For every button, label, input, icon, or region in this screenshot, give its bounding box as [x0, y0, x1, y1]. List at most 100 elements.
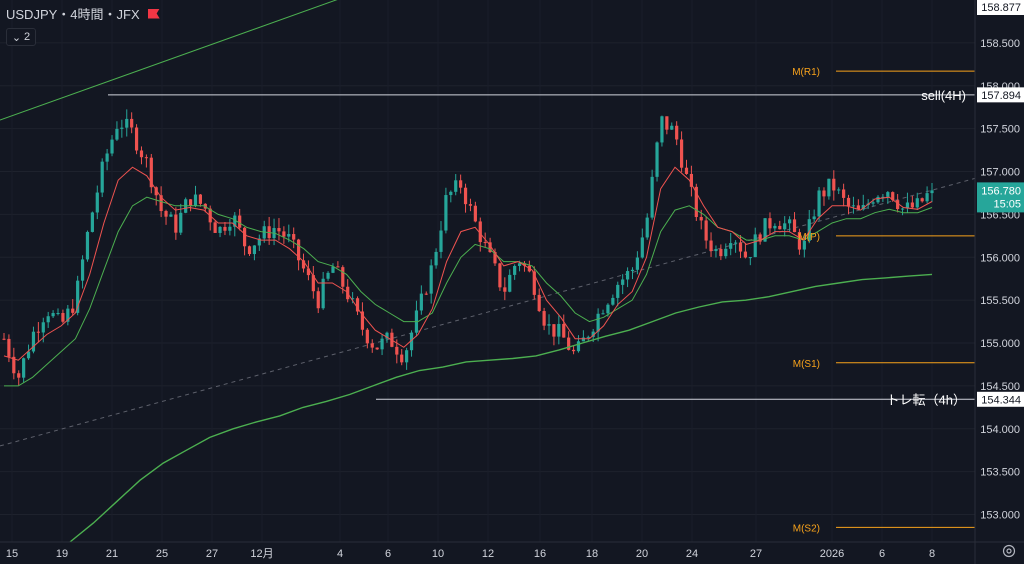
candle-body: [454, 180, 458, 192]
candle-body: [478, 221, 482, 243]
candle-body: [287, 234, 291, 237]
red-flag-icon[interactable]: [147, 8, 160, 19]
top-price-badge: [977, 0, 1024, 15]
candle-body: [188, 199, 193, 206]
candle-body: [807, 219, 811, 241]
candle-body: [876, 196, 880, 203]
candle-body: [198, 194, 203, 204]
x-tick-label: 25: [156, 548, 168, 560]
horizontal-levels: sell(4H) トレ転（4h）: [108, 88, 975, 407]
candle-body: [449, 191, 453, 196]
candle-body: [233, 215, 237, 227]
x-tick-label: 8: [929, 548, 935, 560]
level-price-label: 154.344: [981, 394, 1021, 406]
x-tick-label: 19: [56, 548, 68, 560]
symbol-title[interactable]: USDJPY・4時間・JFX: [6, 7, 140, 22]
candle-body: [738, 242, 743, 252]
candle-body: [2, 338, 6, 340]
candle-body: [601, 313, 605, 315]
candle-body: [616, 284, 620, 298]
candle-body: [665, 116, 669, 130]
candle-body: [827, 178, 831, 197]
candle-body: [110, 139, 114, 154]
candle-body: [581, 337, 585, 342]
candle-body: [709, 240, 713, 252]
candle-body: [31, 331, 36, 352]
candle-body: [517, 263, 522, 266]
settings-gear-icon[interactable]: [1002, 544, 1016, 558]
candle-body: [242, 227, 247, 247]
candle-body: [748, 257, 752, 259]
candle-body: [247, 246, 252, 255]
candle-body: [238, 215, 242, 228]
candle-body: [395, 346, 399, 355]
candle-body: [12, 356, 16, 374]
candle-body: [125, 118, 129, 128]
candle-body: [596, 313, 600, 332]
indicator-toggle-button[interactable]: ⌄ 2: [6, 28, 36, 46]
candle-body: [522, 263, 527, 266]
dashed-trendline-path: [0, 177, 976, 447]
candle-body: [562, 323, 566, 338]
pivot-lines: M(R1) M(P) M(S1) M(S2): [792, 67, 975, 534]
candle-body: [513, 265, 517, 275]
candle-body: [385, 332, 389, 339]
candle-body: [640, 237, 644, 258]
candle-body: [434, 251, 438, 266]
candle-body: [743, 251, 748, 258]
y-tick-label: 154.500: [980, 381, 1020, 393]
candle-body: [311, 275, 315, 292]
pivot-label: M(S1): [793, 359, 820, 370]
candle-body: [881, 196, 885, 198]
ema-fast-line: [3, 166, 933, 361]
pivot-label: M(R1): [792, 67, 820, 78]
candle-body: [66, 308, 70, 322]
x-tick-label: 10: [432, 548, 444, 560]
candle-body: [424, 293, 428, 295]
x-tick-label: 15: [6, 548, 18, 560]
candle-body: [547, 324, 551, 326]
candle-body: [228, 226, 232, 231]
y-tick-label: 154.000: [980, 424, 1020, 436]
candle-body: [797, 232, 802, 250]
candle-body: [655, 142, 659, 177]
candle-body: [802, 240, 806, 250]
candle-body: [842, 189, 846, 198]
candle-body: [468, 204, 473, 206]
candle-body: [22, 358, 26, 378]
candle-body: [625, 271, 630, 280]
candle-body: [788, 219, 792, 224]
candle-body: [503, 287, 507, 292]
candle-body: [856, 205, 860, 210]
x-tick-label: 12: [482, 548, 494, 560]
candle-body: [56, 313, 60, 315]
chart-header: USDJPY・4時間・JFX: [6, 4, 160, 23]
candle-body: [724, 248, 728, 257]
candle-body: [7, 338, 11, 357]
candle-body: [891, 192, 895, 201]
candle-body: [341, 267, 345, 287]
level-price-badge: [977, 391, 1024, 407]
y-tick-label: 155.000: [980, 338, 1020, 350]
candle-body: [405, 350, 409, 363]
candle-body: [95, 192, 99, 213]
level-label: sell(4H): [921, 88, 966, 103]
level-price-badge: [977, 87, 1024, 103]
candle-body: [930, 190, 934, 194]
candle-body: [154, 187, 158, 196]
candle-body: [144, 157, 148, 159]
chevron-down-icon: ⌄: [11, 31, 22, 44]
candle-body: [837, 189, 841, 191]
candle-body: [282, 231, 286, 237]
x-tick-label: 27: [750, 548, 762, 560]
candle-body: [115, 128, 119, 140]
pivot-label: M(P): [798, 232, 820, 243]
candle-body: [542, 311, 546, 326]
candle-body: [46, 316, 50, 323]
candle-body: [174, 214, 178, 233]
candle-body: [900, 208, 905, 210]
x-tick-label: 27: [206, 548, 218, 560]
candle-body: [621, 279, 625, 285]
candle-body: [149, 157, 153, 188]
